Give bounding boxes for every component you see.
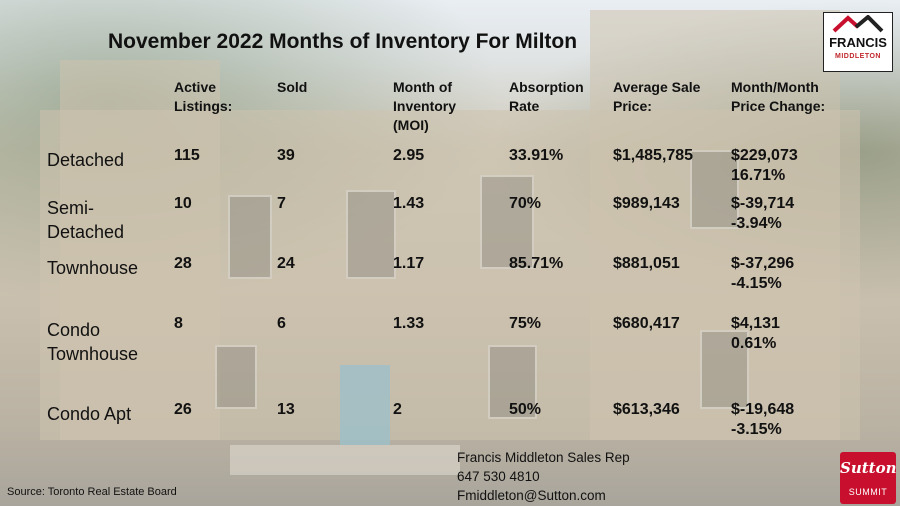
background-door [340, 365, 390, 445]
cell-sold: 13 [277, 401, 295, 418]
source-note: Source: Toronto Real Estate Board [7, 486, 177, 498]
cell-change: $-39,714 -3.94% [731, 195, 795, 232]
background-tower-left [60, 60, 220, 440]
cell-absorption: 50% [509, 401, 542, 418]
cell-sold: 24 [277, 255, 295, 272]
cell-active: 8 [174, 315, 183, 332]
row-label-condo-townhouse: Condo Townhouse [47, 320, 139, 364]
house-roof-icon [832, 15, 884, 33]
background-window [346, 190, 396, 279]
background-tower-right [590, 10, 840, 440]
header-price-change: Month/Month Price Change: [731, 79, 826, 114]
cell-absorption: 85.71% [509, 255, 564, 272]
cell-absorption: 33.91% [509, 147, 564, 164]
cell-active: 115 [174, 147, 200, 164]
cell-active: 26 [174, 401, 192, 418]
francis-middleton-logo: FRANCIS MIDDLETON [823, 12, 893, 72]
cell-sold: 39 [277, 147, 295, 164]
cell-active: 28 [174, 255, 192, 272]
cell-change: $-19,648 -3.15% [731, 401, 795, 438]
cell-avg-price: $1,485,785 [613, 147, 694, 164]
sutton-summit-logo: Sutton SUMMIT [840, 452, 897, 504]
row-label-condo-apt: Condo Apt [47, 404, 132, 424]
header-sold: Sold [277, 79, 308, 95]
cell-absorption: 70% [509, 195, 542, 212]
header-active-listings: Active Listings: [174, 79, 233, 114]
background-window [690, 150, 739, 229]
cell-change: $-37,296 -4.15% [731, 255, 795, 292]
background-window [700, 330, 749, 409]
cell-avg-price: $989,143 [613, 195, 680, 212]
cell-change: $4,131 0.61% [731, 315, 780, 352]
cell-moi: 2 [393, 401, 402, 418]
header-absorption-rate: Absorption Rate [509, 79, 584, 114]
background-window [228, 195, 272, 279]
cell-avg-price: $881,051 [613, 255, 680, 272]
cell-moi: 1.17 [393, 255, 425, 272]
cell-sold: 7 [277, 195, 286, 212]
cell-avg-price: $613,346 [613, 401, 680, 418]
cell-sold: 6 [277, 315, 286, 332]
cell-absorption: 75% [509, 315, 542, 332]
header-moi: Month of Inventory (MOI) [393, 79, 457, 133]
cell-avg-price: $680,417 [613, 315, 680, 332]
row-label-detached: Detached [47, 150, 125, 170]
cell-active: 10 [174, 195, 192, 212]
background-window [480, 175, 534, 269]
page-title: November 2022 Months of Inventory For Mi… [108, 30, 578, 53]
background-steps [230, 445, 460, 475]
contact-block: Francis Middleton Sales Rep 647 530 4810… [457, 448, 630, 505]
header-average-price: Average Sale Price: [613, 79, 701, 114]
background-window [215, 345, 257, 409]
row-label-semi-detached: Semi- Detached [47, 198, 125, 242]
cell-moi: 1.43 [393, 195, 425, 212]
contact-phone: 647 530 4810 [457, 469, 540, 484]
cell-moi: 1.33 [393, 315, 425, 332]
cell-moi: 2.95 [393, 147, 425, 164]
contact-name: Francis Middleton Sales Rep [457, 450, 630, 465]
cell-change: $229,073 16.71% [731, 147, 798, 184]
contact-email: Fmiddleton@Sutton.com [457, 488, 606, 503]
row-label-townhouse: Townhouse [47, 258, 139, 278]
background-window [488, 345, 537, 419]
